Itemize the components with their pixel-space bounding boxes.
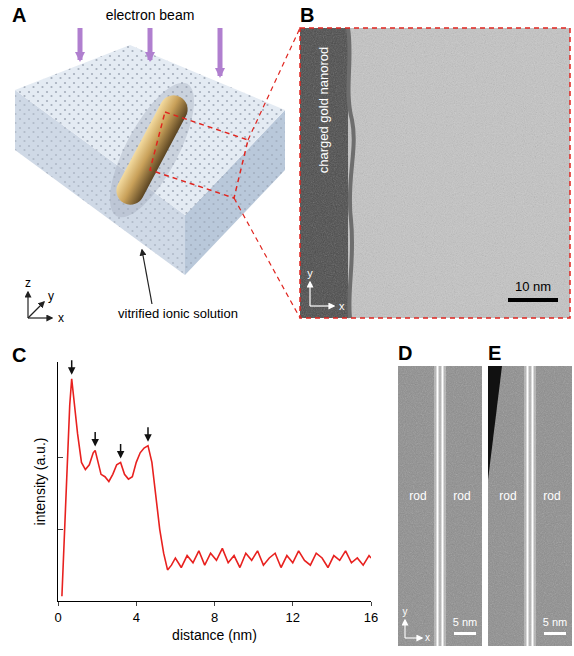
svg-text:0: 0	[54, 610, 61, 625]
svg-text:4: 4	[133, 610, 140, 625]
svg-text:C: C	[12, 344, 26, 366]
svg-text:rod: rod	[543, 489, 560, 503]
svg-text:y: y	[403, 606, 408, 617]
svg-text:y: y	[48, 289, 54, 303]
svg-text:12: 12	[286, 610, 300, 625]
svg-text:x: x	[58, 311, 64, 325]
svg-text:x: x	[339, 300, 345, 312]
svg-text:rod: rod	[409, 489, 426, 503]
svg-text:vitrified ionic solution: vitrified ionic solution	[118, 306, 238, 321]
svg-text:electron beam: electron beam	[106, 7, 195, 23]
svg-text:rod: rod	[453, 489, 470, 503]
svg-text:x: x	[425, 632, 430, 643]
svg-text:charged gold nanorod: charged gold nanorod	[316, 47, 331, 174]
svg-text:8: 8	[211, 610, 218, 625]
svg-text:distance (nm): distance (nm)	[172, 627, 257, 643]
svg-text:B: B	[300, 4, 314, 26]
svg-text:5 nm: 5 nm	[543, 616, 567, 628]
svg-text:y: y	[307, 267, 313, 279]
svg-text:intensity (a.u.): intensity (a.u.)	[32, 438, 48, 526]
svg-text:rod: rod	[499, 489, 516, 503]
svg-text:E: E	[488, 342, 501, 364]
svg-text:D: D	[398, 342, 412, 364]
svg-text:5 nm: 5 nm	[453, 616, 477, 628]
svg-text:A: A	[12, 4, 26, 26]
svg-text:10 nm: 10 nm	[515, 279, 551, 294]
svg-text:z: z	[25, 276, 31, 290]
svg-text:16: 16	[364, 610, 378, 625]
